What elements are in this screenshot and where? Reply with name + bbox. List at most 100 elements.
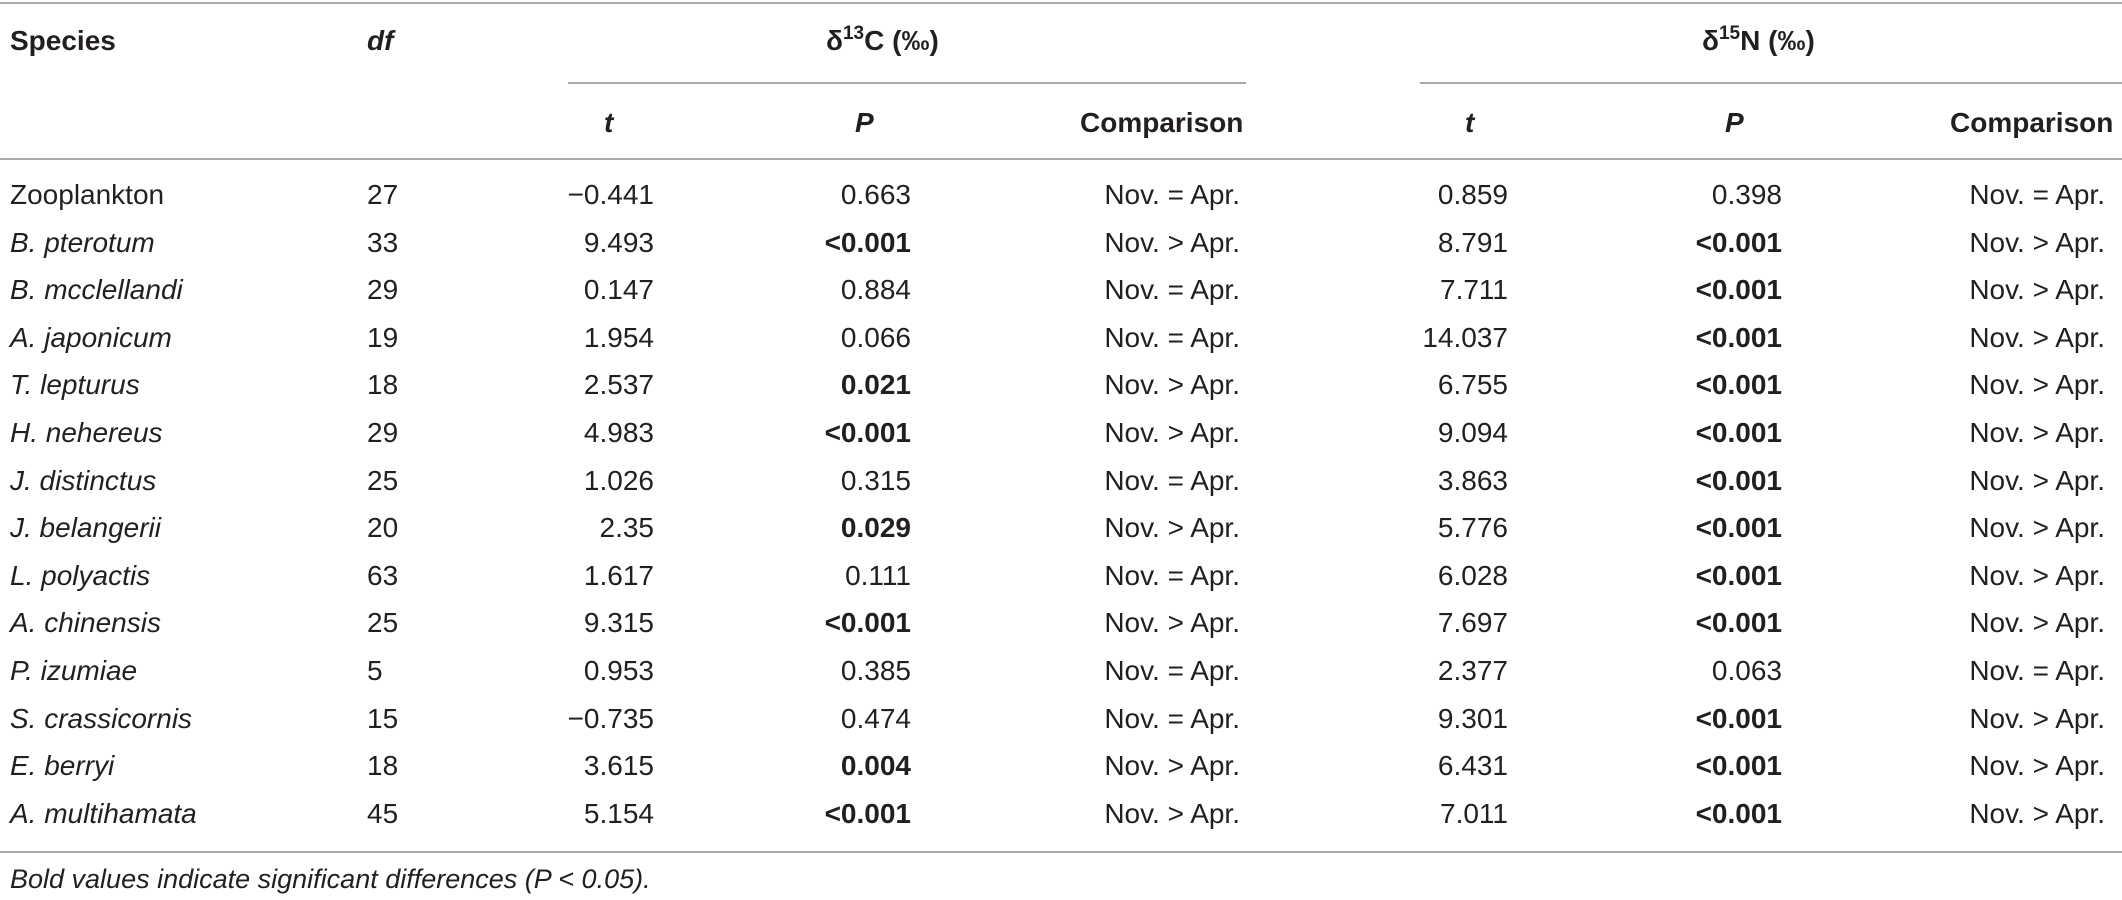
- header-bottom-rule: [0, 158, 2122, 160]
- cell-n-t: 7.711: [1440, 274, 1508, 305]
- cell-c-p: <0.001: [824, 607, 911, 638]
- cell-n-t: 2.377: [1437, 655, 1508, 686]
- cell-c-p: 0.474: [840, 703, 911, 734]
- cell-c-p: 0.884: [840, 274, 911, 305]
- cell-n-p: <0.001: [1695, 798, 1782, 829]
- cell-c-t: 9.493: [583, 227, 654, 258]
- cell-species: Zooplankton: [10, 179, 165, 210]
- cell-c-t: 0.147: [583, 274, 654, 305]
- cell-df: 18: [367, 750, 399, 781]
- header-delta15n: δ15N (‰): [1702, 23, 1815, 56]
- cell-n-cmp: Nov. > Apr.: [1969, 750, 2105, 781]
- cell-c-t: 2.537: [583, 369, 654, 400]
- cell-n-p: <0.001: [1695, 607, 1782, 638]
- cell-species: A. chinensis: [10, 607, 161, 638]
- cell-n-t: 9.301: [1437, 703, 1508, 734]
- cell-c-cmp: Nov. > Apr.: [1104, 798, 1240, 829]
- cell-c-p: 0.029: [840, 512, 911, 543]
- cell-n-p: <0.001: [1695, 227, 1782, 258]
- cell-n-cmp: Nov. > Apr.: [1969, 798, 2105, 829]
- cell-n-t: 14.037: [1422, 322, 1508, 353]
- cell-species: L. polyactis: [10, 560, 151, 591]
- cell-c-cmp: Nov. > Apr.: [1104, 607, 1240, 638]
- cell-c-t: 3.615: [583, 750, 654, 781]
- cell-n-t: 7.011: [1440, 798, 1508, 829]
- cell-df: 25: [367, 465, 399, 496]
- cell-n-cmp: Nov. > Apr.: [1969, 512, 2105, 543]
- cell-df: 5: [367, 655, 383, 686]
- cell-n-p: 0.063: [1711, 655, 1782, 686]
- cell-n-p: <0.001: [1695, 512, 1782, 543]
- cell-c-p: 0.111: [845, 560, 911, 591]
- cell-c-p: 0.066: [840, 322, 911, 353]
- header-delta13c: δ13C (‰): [826, 23, 939, 56]
- cell-c-p: 0.004: [840, 750, 911, 781]
- header-n-t: t: [1465, 107, 1475, 138]
- cell-n-p: 0.398: [1711, 179, 1782, 210]
- cell-c-p: 0.663: [840, 179, 911, 210]
- cell-species: J. distinctus: [10, 465, 157, 496]
- delta13c-group-rule: [568, 82, 1246, 84]
- cell-c-cmp: Nov. = Apr.: [1104, 274, 1240, 305]
- header-c-p: P: [855, 107, 874, 138]
- cell-species: T. lepturus: [10, 369, 140, 400]
- cell-c-t: 1.026: [583, 465, 654, 496]
- cell-c-t: 2.35: [599, 512, 655, 543]
- cell-n-t: 0.859: [1437, 179, 1508, 210]
- cell-n-cmp: Nov. > Apr.: [1969, 227, 2105, 258]
- cell-df: 33: [367, 227, 399, 258]
- cell-c-p: <0.001: [824, 417, 911, 448]
- cell-species: B. mcclellandi: [10, 274, 183, 305]
- cell-df: 63: [367, 560, 399, 591]
- header-n-comparison: Comparison: [1950, 107, 2114, 138]
- cell-n-cmp: Nov. > Apr.: [1969, 322, 2105, 353]
- cell-n-cmp: Nov. = Apr.: [1969, 179, 2105, 210]
- cell-df: 15: [367, 703, 399, 734]
- cell-c-t: 9.315: [583, 607, 654, 638]
- table-footnote: Bold values indicate significant differe…: [10, 864, 651, 894]
- cell-species: A. multihamata: [10, 798, 197, 829]
- cell-species: B. pterotum: [10, 227, 155, 258]
- cell-n-cmp: Nov. > Apr.: [1969, 560, 2105, 591]
- cell-df: 20: [367, 512, 399, 543]
- cell-species: H. nehereus: [10, 417, 163, 448]
- cell-c-p: 0.385: [840, 655, 911, 686]
- cell-n-t: 6.028: [1437, 560, 1508, 591]
- cell-n-cmp: Nov. > Apr.: [1969, 274, 2105, 305]
- delta15n-group-rule: [1420, 82, 2122, 84]
- cell-c-t: −0.735: [567, 703, 654, 734]
- cell-n-p: <0.001: [1695, 750, 1782, 781]
- cell-c-p: <0.001: [824, 227, 911, 258]
- cell-n-cmp: Nov. > Apr.: [1969, 465, 2105, 496]
- cell-n-p: <0.001: [1695, 560, 1782, 591]
- table-top-rule: [0, 2, 2122, 4]
- header-c-t: t: [604, 107, 614, 138]
- cell-n-t: 3.863: [1437, 465, 1508, 496]
- cell-n-p: <0.001: [1695, 417, 1782, 448]
- cell-n-cmp: Nov. > Apr.: [1969, 607, 2105, 638]
- cell-n-t: 8.791: [1437, 227, 1508, 258]
- cell-c-cmp: Nov. > Apr.: [1104, 369, 1240, 400]
- header-c-comparison: Comparison: [1080, 107, 1244, 138]
- cell-df: 29: [367, 417, 399, 448]
- cell-c-t: 0.953: [583, 655, 654, 686]
- cell-c-t: −0.441: [567, 179, 654, 210]
- cell-c-t: 5.154: [583, 798, 654, 829]
- cell-c-cmp: Nov. = Apr.: [1104, 322, 1240, 353]
- header-df: df: [367, 25, 394, 56]
- cell-n-p: <0.001: [1695, 703, 1782, 734]
- cell-n-p: <0.001: [1695, 274, 1782, 305]
- cell-n-cmp: Nov. > Apr.: [1969, 417, 2105, 448]
- cell-df: 18: [367, 369, 399, 400]
- cell-c-t: 4.983: [583, 417, 654, 448]
- cell-c-t: 1.617: [583, 560, 654, 591]
- cell-c-cmp: Nov. > Apr.: [1104, 227, 1240, 258]
- cell-species: E. berryi: [10, 750, 115, 781]
- cell-n-cmp: Nov. > Apr.: [1969, 369, 2105, 400]
- cell-c-p: 0.315: [840, 465, 911, 496]
- header-species: Species: [10, 25, 116, 56]
- cell-c-cmp: Nov. > Apr.: [1104, 750, 1240, 781]
- cell-c-cmp: Nov. = Apr.: [1104, 465, 1240, 496]
- cell-df: 29: [367, 274, 399, 305]
- cell-species: S. crassicornis: [10, 703, 193, 734]
